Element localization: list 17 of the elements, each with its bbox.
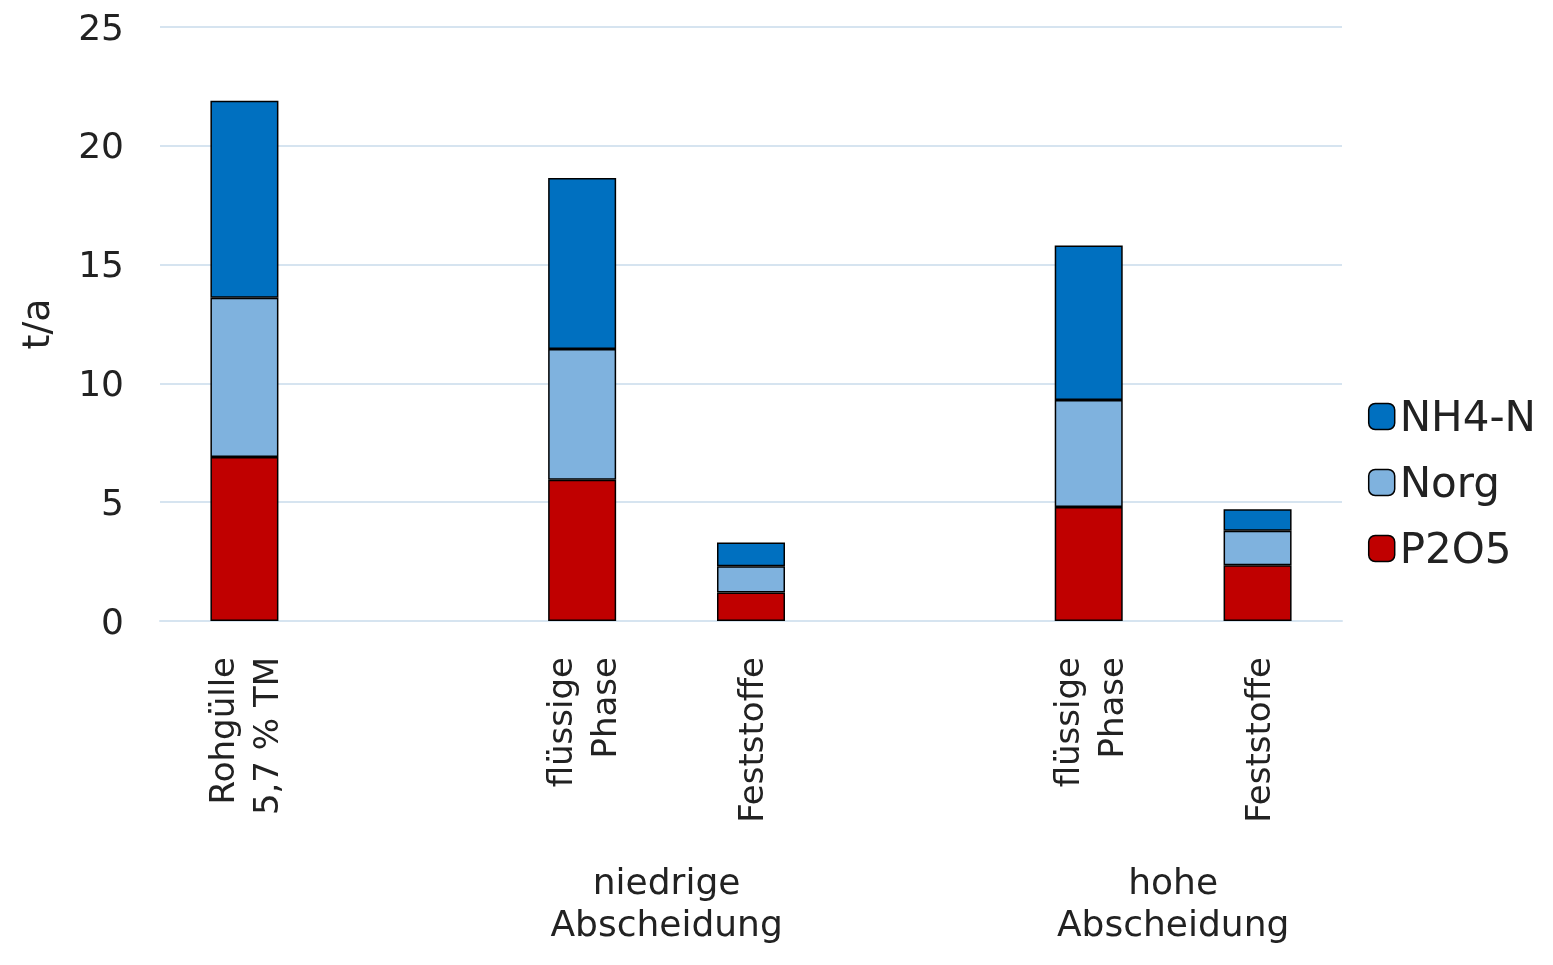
y-tick-label: 5 [101,481,124,523]
x-tick-label: flüssige Phase [1046,657,1131,788]
x-tick-label: Feststoffe [731,657,771,823]
legend-label: Norg [1399,458,1501,507]
legend-label: NH4-N [1399,392,1536,441]
x-tick-label: Rohgülle 5,7 % TM [202,657,287,816]
text: hohe Abscheidung [1056,860,1290,944]
y-tick-label: 10 [78,362,124,404]
x-tick-label: flüssige Phase [540,657,625,788]
y-tick-label: 15 [78,244,124,286]
text: niedrige Abscheidung [550,860,783,944]
y-tick-label: 20 [78,125,124,167]
y-axis-title: t/a [14,298,58,350]
x-tick-label: Feststoffe [1237,657,1278,823]
y-tick-label: 0 [101,600,124,642]
legend-label: P2O5 [1399,524,1512,573]
y-tick-label: 25 [78,6,124,48]
